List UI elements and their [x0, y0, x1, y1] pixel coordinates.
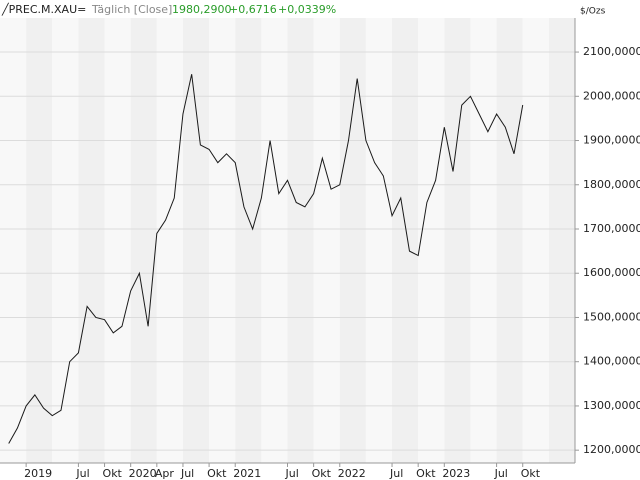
- x-tick-label: Okt: [207, 467, 227, 480]
- y-tick-label: 1400,0000: [583, 355, 640, 368]
- x-tick-label: Apr: [155, 467, 175, 480]
- band: [365, 18, 393, 463]
- band: [26, 18, 53, 463]
- band: [287, 18, 314, 463]
- band: [339, 18, 366, 463]
- band: [182, 18, 210, 463]
- x-tick-label: 2021: [233, 467, 261, 480]
- interval: Täglich [Close]: [91, 3, 172, 16]
- x-tick-label: Jul: [494, 467, 508, 480]
- x-tick-label: Jul: [389, 467, 403, 480]
- x-tick-label: Okt: [312, 467, 332, 480]
- band: [496, 18, 523, 463]
- band: [313, 18, 340, 463]
- band: [0, 18, 27, 463]
- x-tick-label: Okt: [521, 467, 541, 480]
- band: [548, 18, 575, 463]
- band: [130, 18, 157, 463]
- band: [209, 18, 236, 463]
- band: [261, 18, 288, 463]
- y-tick-label: 1200,0000: [583, 443, 640, 456]
- change: +0,6716: [229, 3, 277, 16]
- x-tick-label: 2022: [338, 467, 366, 480]
- x-tick-label: Jul: [75, 467, 89, 480]
- x-tick-label: Jul: [180, 467, 194, 480]
- y-tick-label: 1600,0000: [583, 266, 640, 279]
- y-tick-label: 1300,0000: [583, 399, 640, 412]
- x-tick-label: Jul: [285, 467, 299, 480]
- x-tick-label: 2019: [24, 467, 52, 480]
- band: [156, 18, 183, 463]
- band: [444, 18, 471, 463]
- change-pct: +0,0339%: [278, 3, 336, 16]
- x-tick-label: Okt: [416, 467, 436, 480]
- y-tick-label: 1900,0000: [583, 134, 640, 147]
- y-tick-label: 2000,0000: [583, 89, 640, 102]
- last-value: 1980,2900: [172, 3, 232, 16]
- price-line: [8, 74, 524, 444]
- y-tick-label: 1500,0000: [583, 310, 640, 323]
- band: [78, 18, 105, 463]
- y-tick-label: 1700,0000: [583, 222, 640, 235]
- x-tick-label: 2020: [129, 467, 157, 480]
- x-tick-label: 2023: [442, 467, 470, 480]
- band: [104, 18, 131, 463]
- x-tick-label: Okt: [103, 467, 123, 480]
- symbol: ╱PREC.M.XAU=: [1, 2, 86, 16]
- band: [392, 18, 419, 463]
- band: [470, 18, 497, 463]
- y-tick-label: 1800,0000: [583, 178, 640, 191]
- band: [522, 18, 549, 463]
- band: [418, 18, 445, 463]
- band: [235, 18, 262, 463]
- band: [52, 18, 79, 463]
- unit: $/Ozs: [580, 7, 606, 17]
- y-tick-label: 2100,0000: [583, 45, 640, 58]
